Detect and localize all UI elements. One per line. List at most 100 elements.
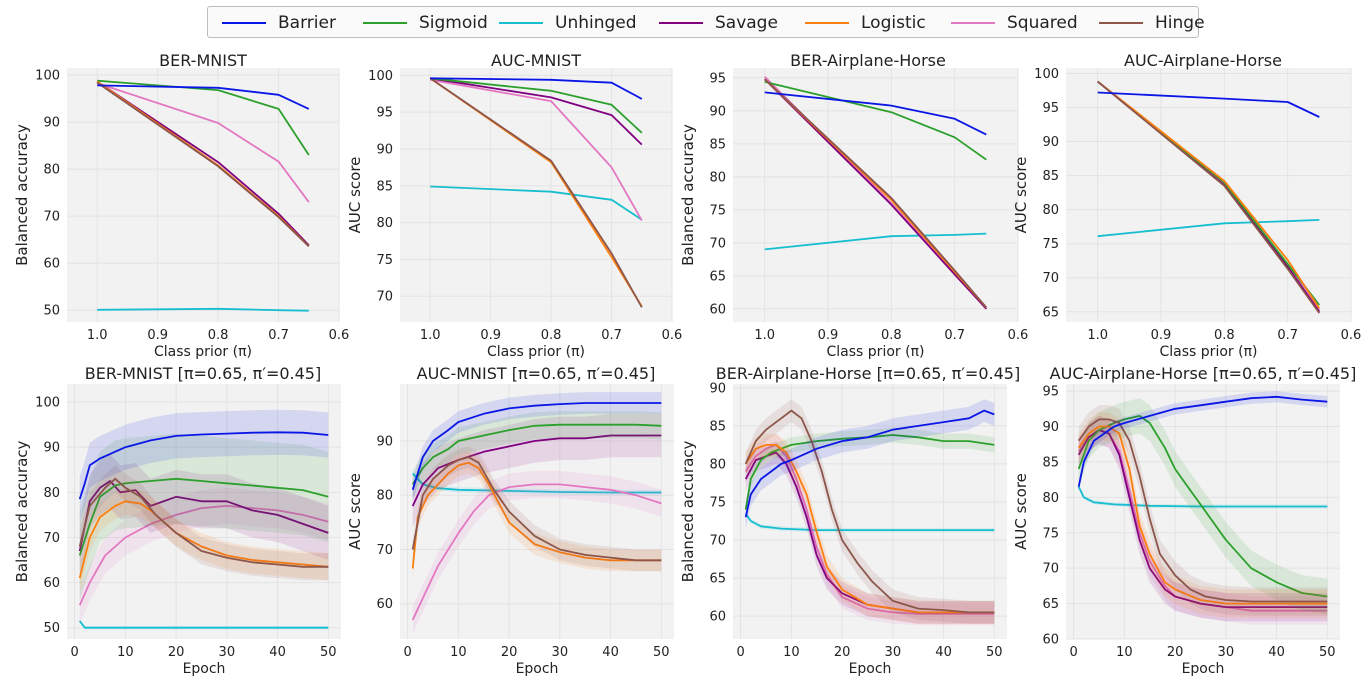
series-line-squared: [430, 78, 643, 221]
chart-panel-2: 1.0 0.9 0.8 0.7 0.6 70 75 80 85 90 95 100 AUC-MNIST C…: [346, 51, 682, 360]
x-tick-label: 1.0: [420, 328, 441, 343]
y-tick-label: 70: [709, 534, 726, 549]
legend-label: Logistic: [861, 13, 926, 33]
band-barrier: [745, 399, 995, 529]
y-axis-label: AUC score: [1012, 157, 1030, 234]
y-axis-label: Balanced accuracy: [679, 124, 697, 266]
x-axis-label: Epoch: [183, 661, 226, 677]
x-tick-label: 0.6: [1341, 328, 1362, 343]
y-tick-label: 80: [43, 486, 60, 501]
y-tick-label: 90: [709, 104, 726, 119]
chart-panel-1: 1.0 0.9 0.8 0.7 0.6 50 60 70 80 90 100 BER-MNIST Cla…: [13, 51, 349, 360]
y-tick-label: 65: [1042, 597, 1059, 612]
x-tick-label: 0: [403, 645, 411, 660]
y-tick-label: 90: [1042, 135, 1059, 150]
y-tick-label: 95: [1042, 385, 1059, 400]
series-group: [411, 392, 662, 634]
y-tick-label: 70: [376, 543, 393, 558]
band-unhinged: [412, 470, 662, 496]
x-tick-label: 20: [1167, 645, 1184, 660]
x-tick-label: 0.9: [818, 328, 839, 343]
series-line-sigmoid: [78, 477, 329, 556]
x-tick-label: 50: [1319, 645, 1336, 660]
series-line-sigmoid: [1077, 414, 1328, 598]
chart-panel-7: 0 10 20 30 40 50 60 65 70 75 80 85 90BER-Airplane-Ho…: [679, 364, 1020, 677]
y-axis-label: Balanced accuracy: [13, 440, 31, 582]
y-tick-label: 75: [1042, 237, 1059, 252]
legend-swatch: [805, 22, 849, 24]
x-tick-label: 0.6: [662, 328, 683, 343]
y-tick-label: 65: [709, 269, 726, 284]
legend-swatch: [222, 22, 266, 24]
legend-label: Savage: [715, 13, 778, 33]
series-line-savage: [96, 80, 310, 246]
series-line-hinge: [429, 77, 643, 308]
y-tick-label: 95: [376, 106, 393, 121]
y-tick-label: 85: [709, 419, 726, 434]
series-line-barrier: [1077, 395, 1328, 487]
x-tick-label: 20: [834, 645, 851, 660]
y-tick-label: 70: [43, 531, 60, 546]
y-axis-label: AUC score: [1012, 473, 1030, 550]
x-tick-label: 1.0: [87, 328, 108, 343]
series-line-hinge: [411, 456, 662, 562]
band-squared: [79, 487, 329, 624]
series-line-barrier: [411, 402, 662, 491]
x-axis-label: Epoch: [1182, 661, 1225, 677]
band-savage: [412, 413, 662, 528]
x-tick-label: 1.0: [1087, 328, 1108, 343]
y-tick-label: 70: [43, 210, 60, 225]
series-line-squared: [96, 82, 310, 203]
series-line-barrier: [1097, 91, 1320, 118]
band-sigmoid: [745, 427, 995, 518]
legend-label: Squared: [1007, 13, 1078, 33]
y-tick-label: 90: [1042, 420, 1059, 435]
series-group: [1097, 80, 1321, 314]
series-line-sigmoid: [744, 434, 995, 510]
plot-area: [733, 68, 1018, 322]
x-tick-label: 0.9: [1151, 328, 1172, 343]
series-line-hinge: [1077, 418, 1328, 603]
series-line-sigmoid: [411, 423, 662, 485]
plot-area: [1066, 68, 1351, 322]
series-group: [744, 399, 995, 626]
x-axis-label: Epoch: [516, 661, 559, 677]
chart-panel-5: 0 10 20 30 40 50 50 60 70 80 90 100 BER-MNIST [π=0.6…: [13, 364, 341, 677]
series-line-logistic: [1077, 425, 1328, 605]
y-tick-label: 70: [709, 236, 726, 251]
y-tick-label: 60: [1042, 633, 1059, 648]
y-tick-label: 70: [376, 290, 393, 305]
y-tick-label: 75: [709, 203, 726, 218]
x-tick-label: 10: [1116, 645, 1133, 660]
chart-panel-8: 0 10 20 30 40 50 60 65 70 75 80 85 90 95 AUC-Airplane-…: [1012, 364, 1356, 677]
series-group: [1077, 391, 1328, 625]
legend-swatch: [363, 22, 407, 24]
x-tick-label: 0: [736, 645, 744, 660]
series-line-logistic: [1097, 80, 1321, 309]
series-line-logistic: [744, 443, 995, 614]
series-line-savage: [78, 480, 329, 552]
y-axis-label: Balanced accuracy: [13, 124, 31, 266]
legend: Barrier Sigmoid Unhinged Savage Logistic Squa…: [207, 6, 1205, 38]
chart-panel-3: 1.0 0.9 0.8 0.7 0.6 60 65 70 75 80 85 90 95 BER-Airpl…: [679, 51, 1028, 360]
legend-swatch: [951, 22, 995, 24]
x-tick-label: 50: [653, 645, 670, 660]
y-tick-label: 70: [1042, 271, 1059, 286]
band-logistic: [745, 433, 995, 624]
band-hinge: [1078, 405, 1328, 616]
x-tick-label: 30: [552, 645, 569, 660]
chart-title: AUC-MNIST [π=0.65, π′=0.45]: [417, 364, 656, 383]
series-group: [96, 79, 310, 312]
y-tick-label: 75: [1042, 526, 1059, 541]
x-axis-label: Class prior (π): [154, 344, 252, 360]
y-tick-label: 65: [1042, 305, 1059, 320]
y-tick-label: 85: [376, 179, 393, 194]
series-line-logistic: [411, 461, 662, 569]
series-line-unhinged: [412, 472, 662, 494]
plot-area: [400, 68, 672, 322]
y-tick-label: 85: [1042, 455, 1059, 470]
x-tick-label: 40: [602, 645, 619, 660]
x-tick-label: 0.6: [1008, 328, 1029, 343]
y-tick-label: 50: [43, 304, 60, 319]
band-barrier: [412, 392, 662, 501]
